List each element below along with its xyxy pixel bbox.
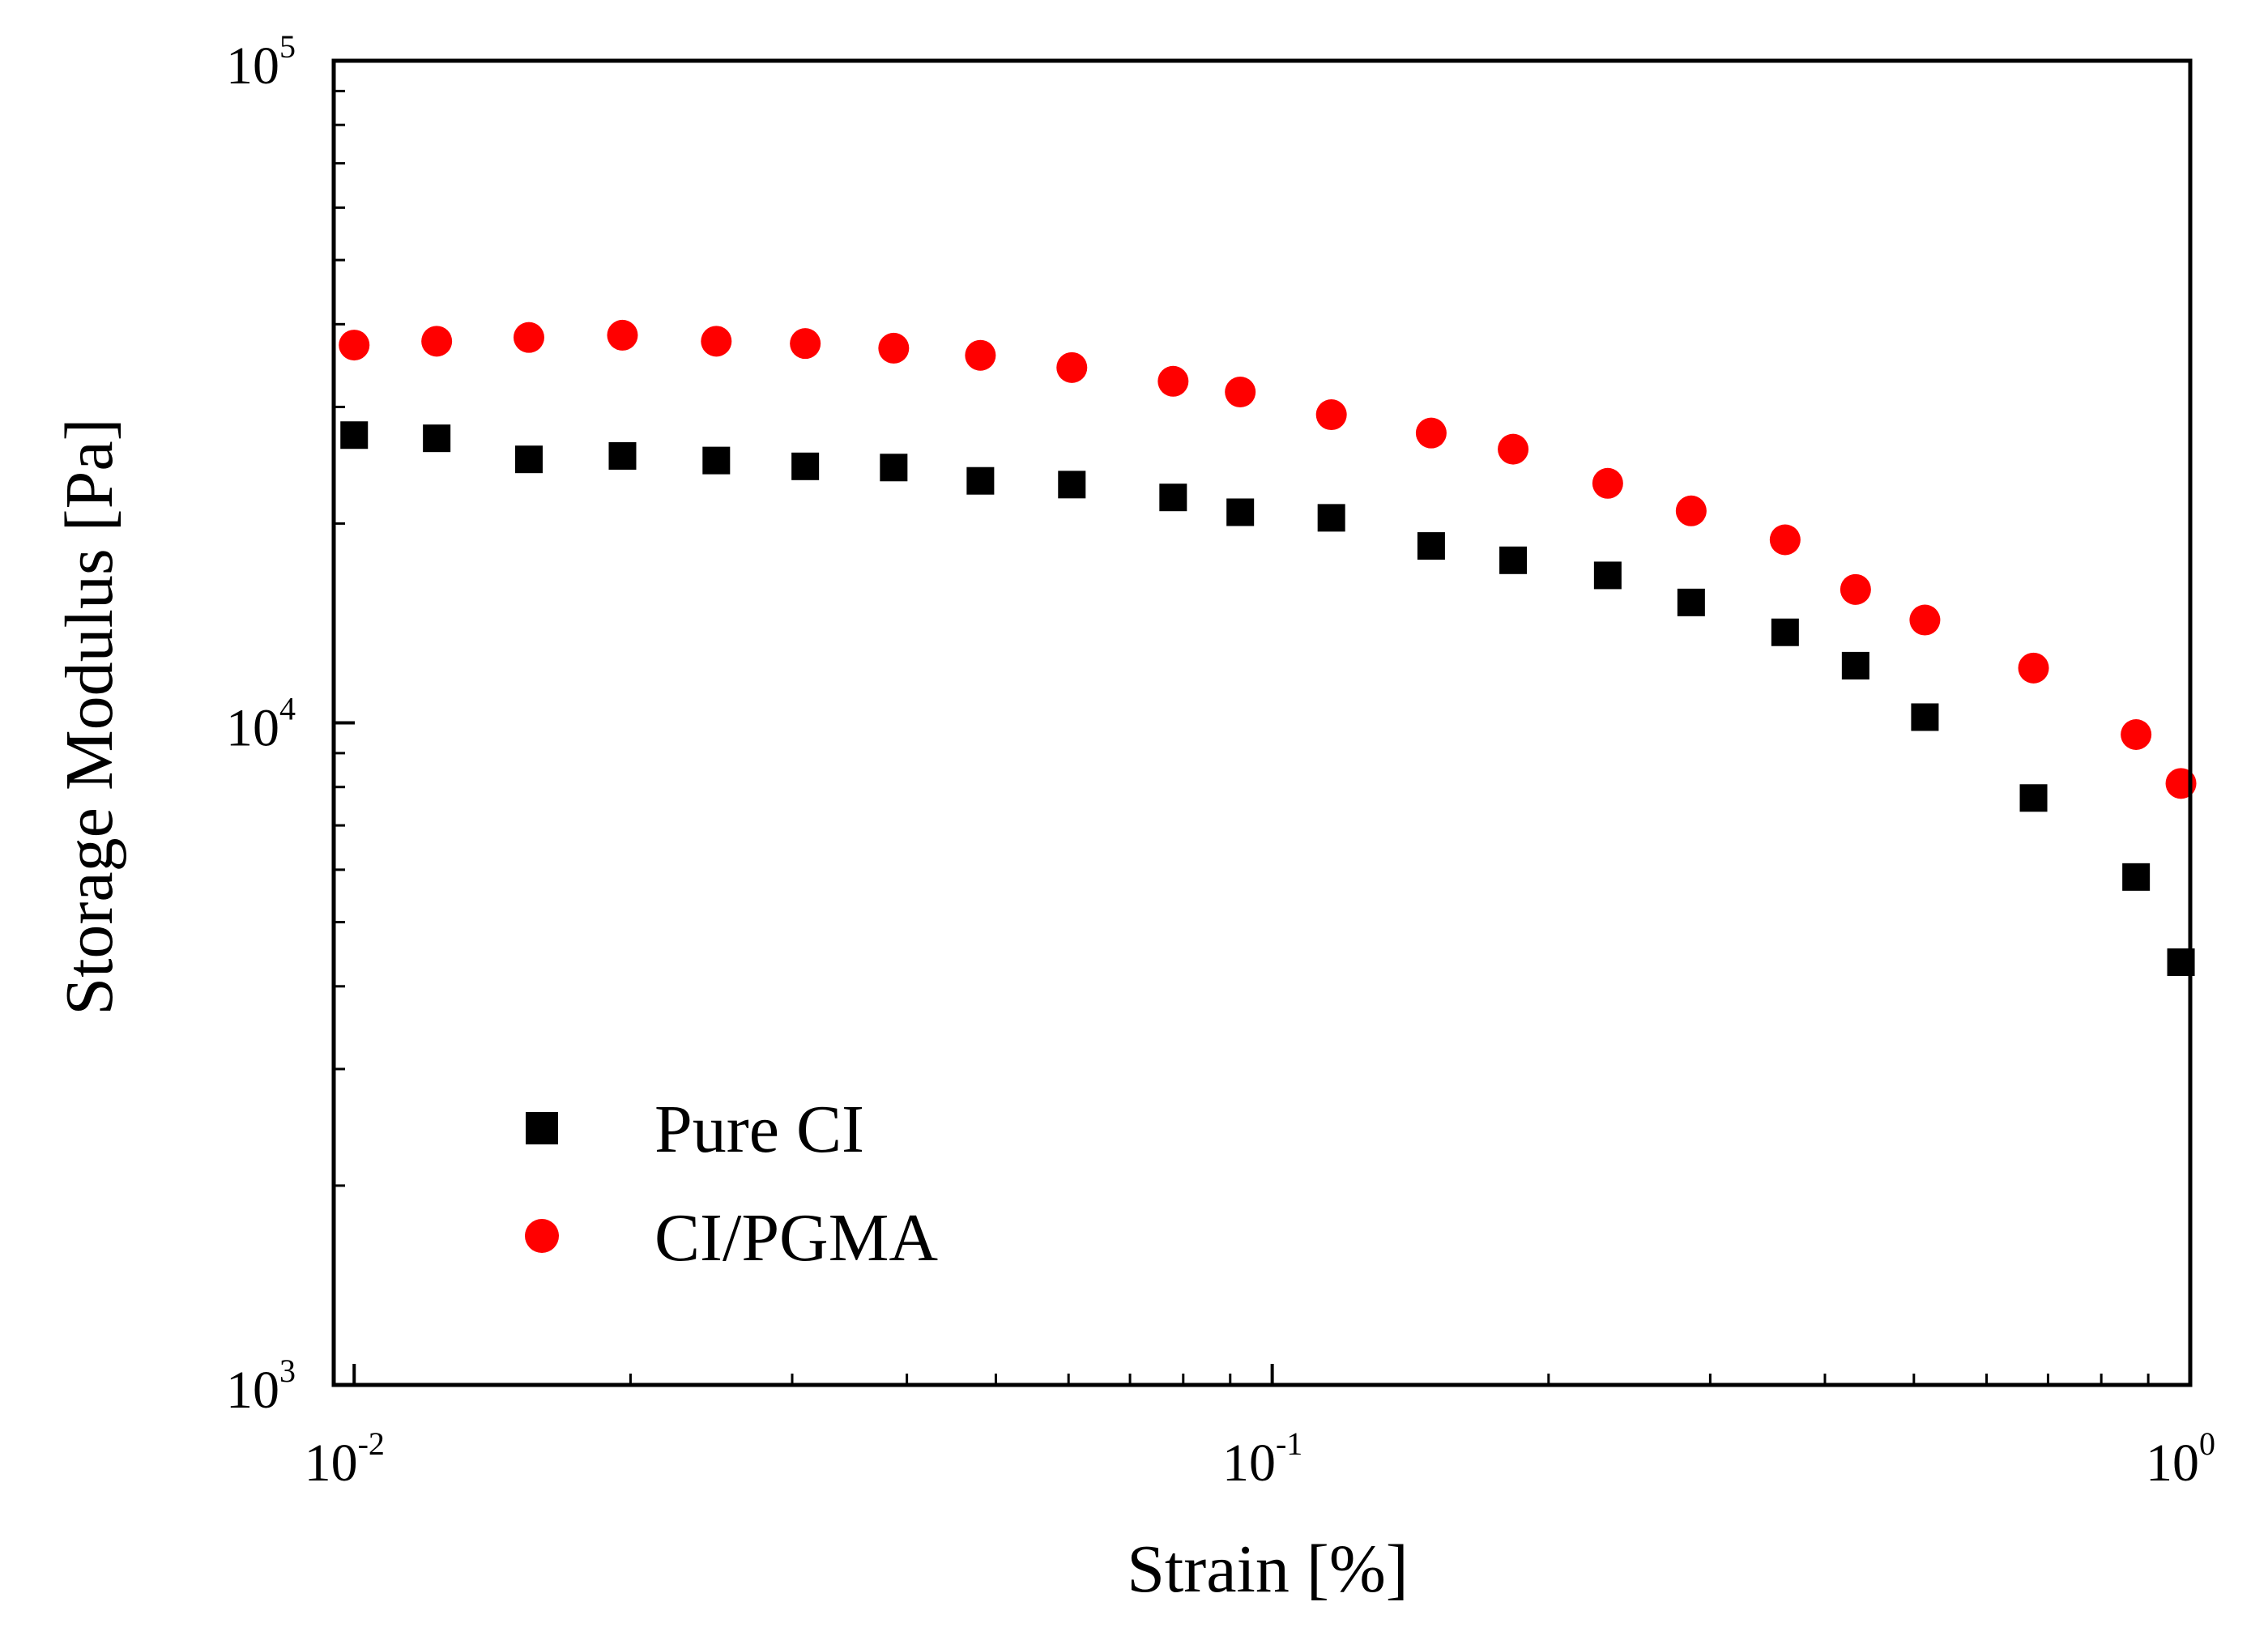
- point-pure-ci: [791, 452, 820, 480]
- point-pure-ci: [1499, 546, 1528, 574]
- point-pure-ci: [966, 467, 995, 495]
- point-ci-pgma: [1498, 433, 1529, 465]
- legend-label-pure-ci: Pure CI: [654, 1092, 864, 1167]
- point-pure-ci: [1771, 618, 1799, 646]
- point-ci-pgma: [2121, 718, 2152, 750]
- point-ci-pgma: [1315, 399, 1347, 431]
- point-ci-pgma: [1675, 495, 1707, 526]
- x-tick-label: 10-1: [1222, 1425, 1302, 1493]
- point-ci-pgma: [421, 326, 453, 357]
- point-ci-pgma: [790, 328, 821, 360]
- y-tick-label: 105: [226, 28, 296, 96]
- point-pure-ci: [1226, 498, 1255, 526]
- x-tick-label: 100: [2146, 1425, 2215, 1493]
- point-ci-pgma: [701, 326, 732, 357]
- legend-marker-ci-pgma: [525, 1219, 559, 1253]
- point-pure-ci: [1317, 504, 1345, 532]
- point-ci-pgma: [1592, 467, 1623, 499]
- point-pure-ci: [702, 446, 731, 475]
- point-ci-pgma: [1769, 524, 1801, 556]
- point-pure-ci: [340, 421, 369, 449]
- point-ci-pgma: [965, 339, 996, 371]
- point-pure-ci: [1159, 484, 1187, 512]
- point-pure-ci: [2122, 863, 2151, 891]
- point-pure-ci: [880, 454, 908, 482]
- legend-marker-pure-ci: [526, 1112, 558, 1144]
- point-ci-pgma: [878, 332, 910, 364]
- y-axis-label: Storage Modulus [Pa]: [52, 418, 127, 1015]
- point-ci-pgma: [1840, 573, 1871, 605]
- point-pure-ci: [1841, 651, 1869, 680]
- point-pure-ci: [2019, 784, 2048, 812]
- point-ci-pgma: [1415, 417, 1447, 449]
- plot-frame: [331, 58, 2193, 1387]
- x-tick-label: 10-2: [305, 1425, 385, 1493]
- point-ci-pgma: [1157, 365, 1189, 397]
- point-ci-pgma: [1909, 604, 1941, 636]
- point-ci-pgma: [2018, 652, 2049, 684]
- legend: Pure CI CI/PGMA: [525, 1092, 938, 1276]
- point-pure-ci: [1593, 561, 1622, 590]
- y-tick-label: 104: [226, 691, 296, 758]
- point-ci-pgma: [1225, 377, 1256, 408]
- point-pure-ci: [1677, 588, 1705, 616]
- data-marks: [339, 319, 2197, 977]
- x-axis-label: Strain [%]: [1127, 1532, 1409, 1607]
- point-ci-pgma: [339, 330, 370, 361]
- point-pure-ci: [1417, 532, 1445, 560]
- point-ci-pgma: [513, 322, 544, 353]
- point-pure-ci: [1911, 703, 1939, 731]
- point-ci-pgma: [607, 319, 638, 351]
- legend-label-ci-pgma: CI/PGMA: [654, 1200, 938, 1276]
- y-tick-label: 103: [226, 1353, 296, 1420]
- point-pure-ci: [608, 441, 637, 470]
- axis-ticks: 10-2 10-1 100 103 104 105: [226, 28, 2215, 1493]
- point-pure-ci: [1058, 471, 1086, 499]
- point-pure-ci: [514, 445, 543, 474]
- point-pure-ci: [423, 424, 451, 453]
- point-ci-pgma: [1056, 351, 1088, 383]
